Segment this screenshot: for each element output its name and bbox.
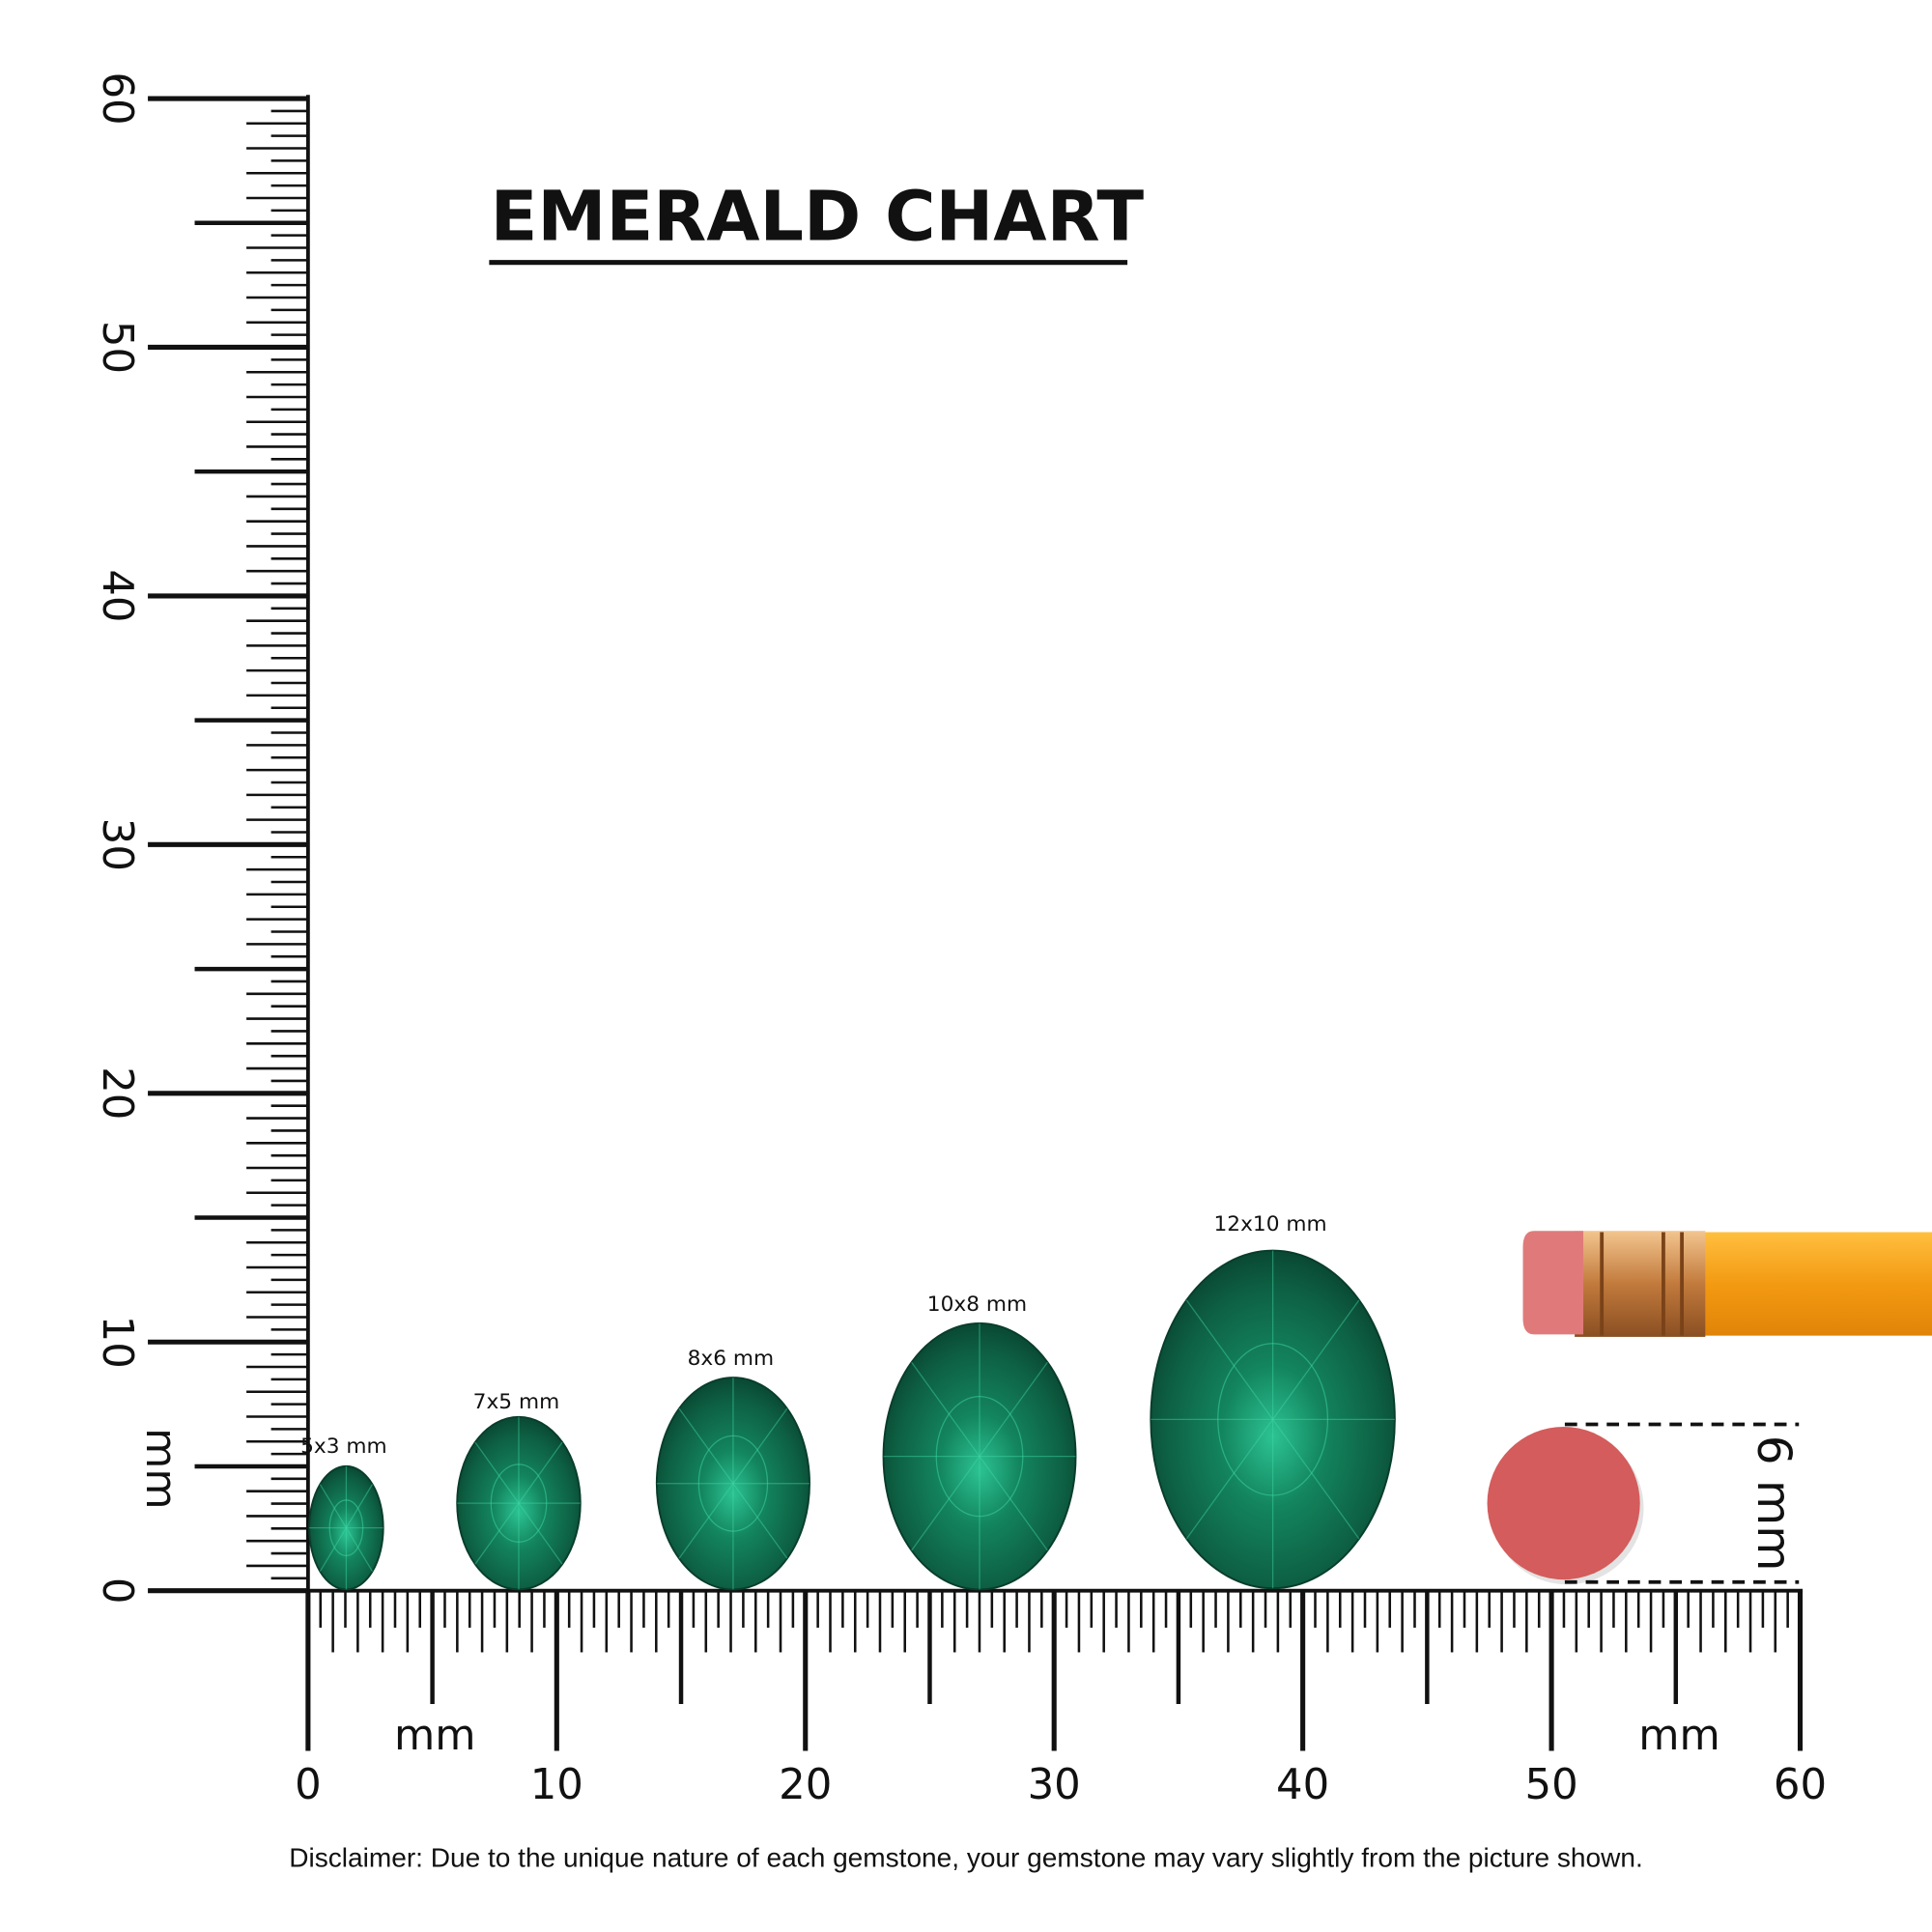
x-ruler-label: 10 (530, 1761, 583, 1809)
gem-facet (474, 1441, 520, 1504)
disclaimer: Disclaimer: Due to the unique nature of … (289, 1842, 1642, 1872)
gem-facet (678, 1483, 734, 1559)
gem-facet (911, 1456, 980, 1551)
gem-facet (319, 1527, 347, 1573)
gem-label: 8x6 mm (688, 1347, 775, 1371)
gem (308, 1464, 384, 1591)
gems: 5x3 mm 7x5 mm 8x6 mm 10x8 mm 12x10 mm (300, 1212, 1396, 1591)
gem-facet (518, 1502, 563, 1565)
gem (456, 1415, 582, 1591)
y-ruler-label: 40 (93, 569, 141, 622)
gem-body (882, 1321, 1077, 1591)
gem-facet (732, 1483, 788, 1559)
gem-table (490, 1463, 548, 1543)
gem-facet (474, 1502, 520, 1565)
gem-facet (518, 1441, 563, 1504)
gem-facet (911, 1361, 980, 1458)
gem-facet (345, 1484, 374, 1528)
y-ruler-label: 30 (93, 818, 141, 871)
gem-label: 7x5 mm (473, 1390, 560, 1414)
x-ruler-label: 20 (779, 1761, 832, 1809)
gem-body (308, 1464, 384, 1591)
x-ruler-label: 60 (1774, 1761, 1827, 1809)
x-unit-label: mm (394, 1712, 475, 1760)
gem-facet (732, 1407, 788, 1485)
gem-facet (319, 1484, 347, 1528)
gem-table (1217, 1343, 1329, 1496)
gem-label: 10x8 mm (927, 1293, 1027, 1317)
gem-label: 5x3 mm (300, 1435, 387, 1459)
x-ruler-label: 40 (1276, 1761, 1329, 1809)
rulers: 0 10 20 30 40 50 60 0 10 20 30 40 50 60 mm mm mm (93, 71, 1827, 1809)
gem (655, 1377, 810, 1591)
dimension-lines (1564, 1422, 1800, 1584)
title-underline (489, 260, 1128, 266)
gem-facet (678, 1407, 734, 1485)
y-ruler-label: 20 (93, 1066, 141, 1120)
gem (882, 1321, 1077, 1591)
gem (1150, 1249, 1396, 1590)
gem-facet (345, 1527, 374, 1573)
y-ruler-label: 0 (93, 1577, 141, 1605)
gem-facet (979, 1361, 1048, 1458)
gem-facet (1185, 1419, 1274, 1540)
y-ruler-label: 50 (93, 321, 141, 374)
gem-label: 12x10 mm (1214, 1212, 1327, 1236)
x-ruler-label: 50 (1524, 1761, 1577, 1809)
gem-facet (1272, 1299, 1360, 1420)
gem-body (456, 1415, 582, 1591)
gem-body (655, 1377, 810, 1591)
x-unit-label: mm (1638, 1712, 1719, 1760)
x-ruler-label: 0 (295, 1761, 322, 1809)
gem-table (328, 1499, 364, 1556)
y-ruler-label: 10 (93, 1316, 141, 1369)
gem-table (697, 1435, 769, 1532)
gem-facet (979, 1456, 1048, 1551)
pencil (1522, 1231, 1932, 1337)
title: EMERALD CHART (491, 177, 1145, 257)
gem-table (935, 1396, 1024, 1518)
gem-facet (1185, 1299, 1274, 1420)
gem-facet (1272, 1419, 1360, 1540)
pencil-dimension-label: 6 mm (1747, 1435, 1801, 1572)
eraser-end (1487, 1427, 1640, 1580)
y-ruler-label: 60 (93, 71, 141, 125)
y-unit-label: mm (136, 1428, 185, 1509)
x-ruler-label: 30 (1028, 1761, 1081, 1809)
gem-body (1150, 1249, 1396, 1590)
